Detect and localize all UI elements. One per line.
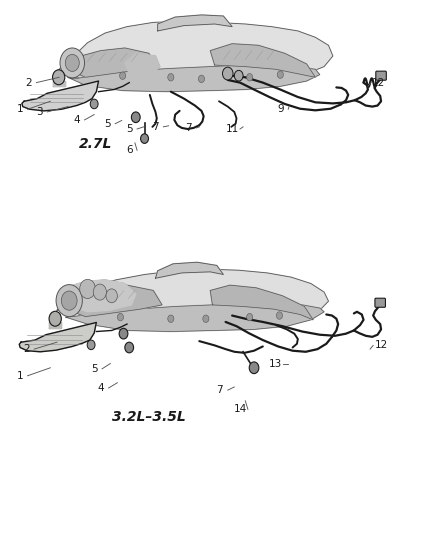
Text: 9: 9 bbox=[277, 104, 284, 114]
Text: 3: 3 bbox=[36, 107, 43, 117]
Circle shape bbox=[223, 67, 233, 80]
Polygon shape bbox=[66, 285, 162, 317]
Circle shape bbox=[277, 71, 283, 78]
Circle shape bbox=[61, 291, 77, 310]
Polygon shape bbox=[66, 303, 324, 332]
Polygon shape bbox=[22, 81, 99, 111]
Text: 12: 12 bbox=[374, 341, 388, 350]
Circle shape bbox=[87, 340, 95, 350]
Polygon shape bbox=[53, 81, 65, 86]
Text: 7: 7 bbox=[185, 123, 192, 133]
Circle shape bbox=[276, 312, 283, 319]
Text: 2.7L: 2.7L bbox=[79, 137, 112, 151]
Text: 7: 7 bbox=[216, 385, 223, 395]
Circle shape bbox=[119, 328, 128, 339]
Circle shape bbox=[247, 74, 253, 81]
Text: 3.2L–3.5L: 3.2L–3.5L bbox=[112, 410, 186, 424]
Circle shape bbox=[168, 315, 174, 322]
Text: 6: 6 bbox=[126, 146, 133, 155]
Text: 4: 4 bbox=[73, 115, 80, 125]
Text: 5: 5 bbox=[91, 364, 98, 374]
Text: 1: 1 bbox=[16, 104, 23, 114]
Circle shape bbox=[120, 72, 126, 79]
Polygon shape bbox=[158, 15, 232, 31]
Circle shape bbox=[49, 311, 61, 326]
FancyBboxPatch shape bbox=[376, 71, 386, 80]
Text: 13: 13 bbox=[268, 359, 282, 368]
Text: 12: 12 bbox=[372, 78, 385, 87]
Polygon shape bbox=[210, 285, 313, 320]
Polygon shape bbox=[210, 44, 315, 77]
Circle shape bbox=[65, 54, 79, 71]
Polygon shape bbox=[49, 322, 61, 328]
Text: 7: 7 bbox=[152, 122, 159, 132]
Polygon shape bbox=[68, 48, 158, 77]
Polygon shape bbox=[57, 269, 328, 323]
Circle shape bbox=[90, 99, 98, 109]
Text: 4: 4 bbox=[97, 383, 104, 393]
Circle shape bbox=[93, 284, 106, 300]
Circle shape bbox=[56, 285, 82, 317]
Circle shape bbox=[53, 70, 65, 85]
Circle shape bbox=[198, 75, 205, 83]
Text: 1: 1 bbox=[16, 371, 23, 381]
Polygon shape bbox=[57, 21, 333, 86]
Polygon shape bbox=[68, 65, 320, 92]
Text: 11: 11 bbox=[226, 124, 239, 134]
Circle shape bbox=[234, 70, 243, 81]
Circle shape bbox=[117, 313, 124, 321]
Text: 5: 5 bbox=[104, 119, 111, 128]
Polygon shape bbox=[155, 262, 223, 278]
Text: 5: 5 bbox=[126, 124, 133, 134]
Circle shape bbox=[125, 342, 134, 353]
Text: 2: 2 bbox=[23, 344, 30, 354]
Circle shape bbox=[106, 289, 117, 303]
Circle shape bbox=[247, 313, 253, 321]
Circle shape bbox=[168, 74, 174, 81]
Text: 14: 14 bbox=[233, 405, 247, 414]
Polygon shape bbox=[62, 280, 136, 312]
Text: 2: 2 bbox=[25, 78, 32, 87]
Polygon shape bbox=[19, 322, 96, 352]
Circle shape bbox=[80, 279, 95, 298]
Circle shape bbox=[131, 112, 140, 123]
Polygon shape bbox=[125, 53, 160, 75]
Circle shape bbox=[141, 134, 148, 143]
Circle shape bbox=[60, 48, 85, 78]
Circle shape bbox=[203, 315, 209, 322]
Circle shape bbox=[249, 362, 259, 374]
FancyBboxPatch shape bbox=[375, 298, 385, 307]
